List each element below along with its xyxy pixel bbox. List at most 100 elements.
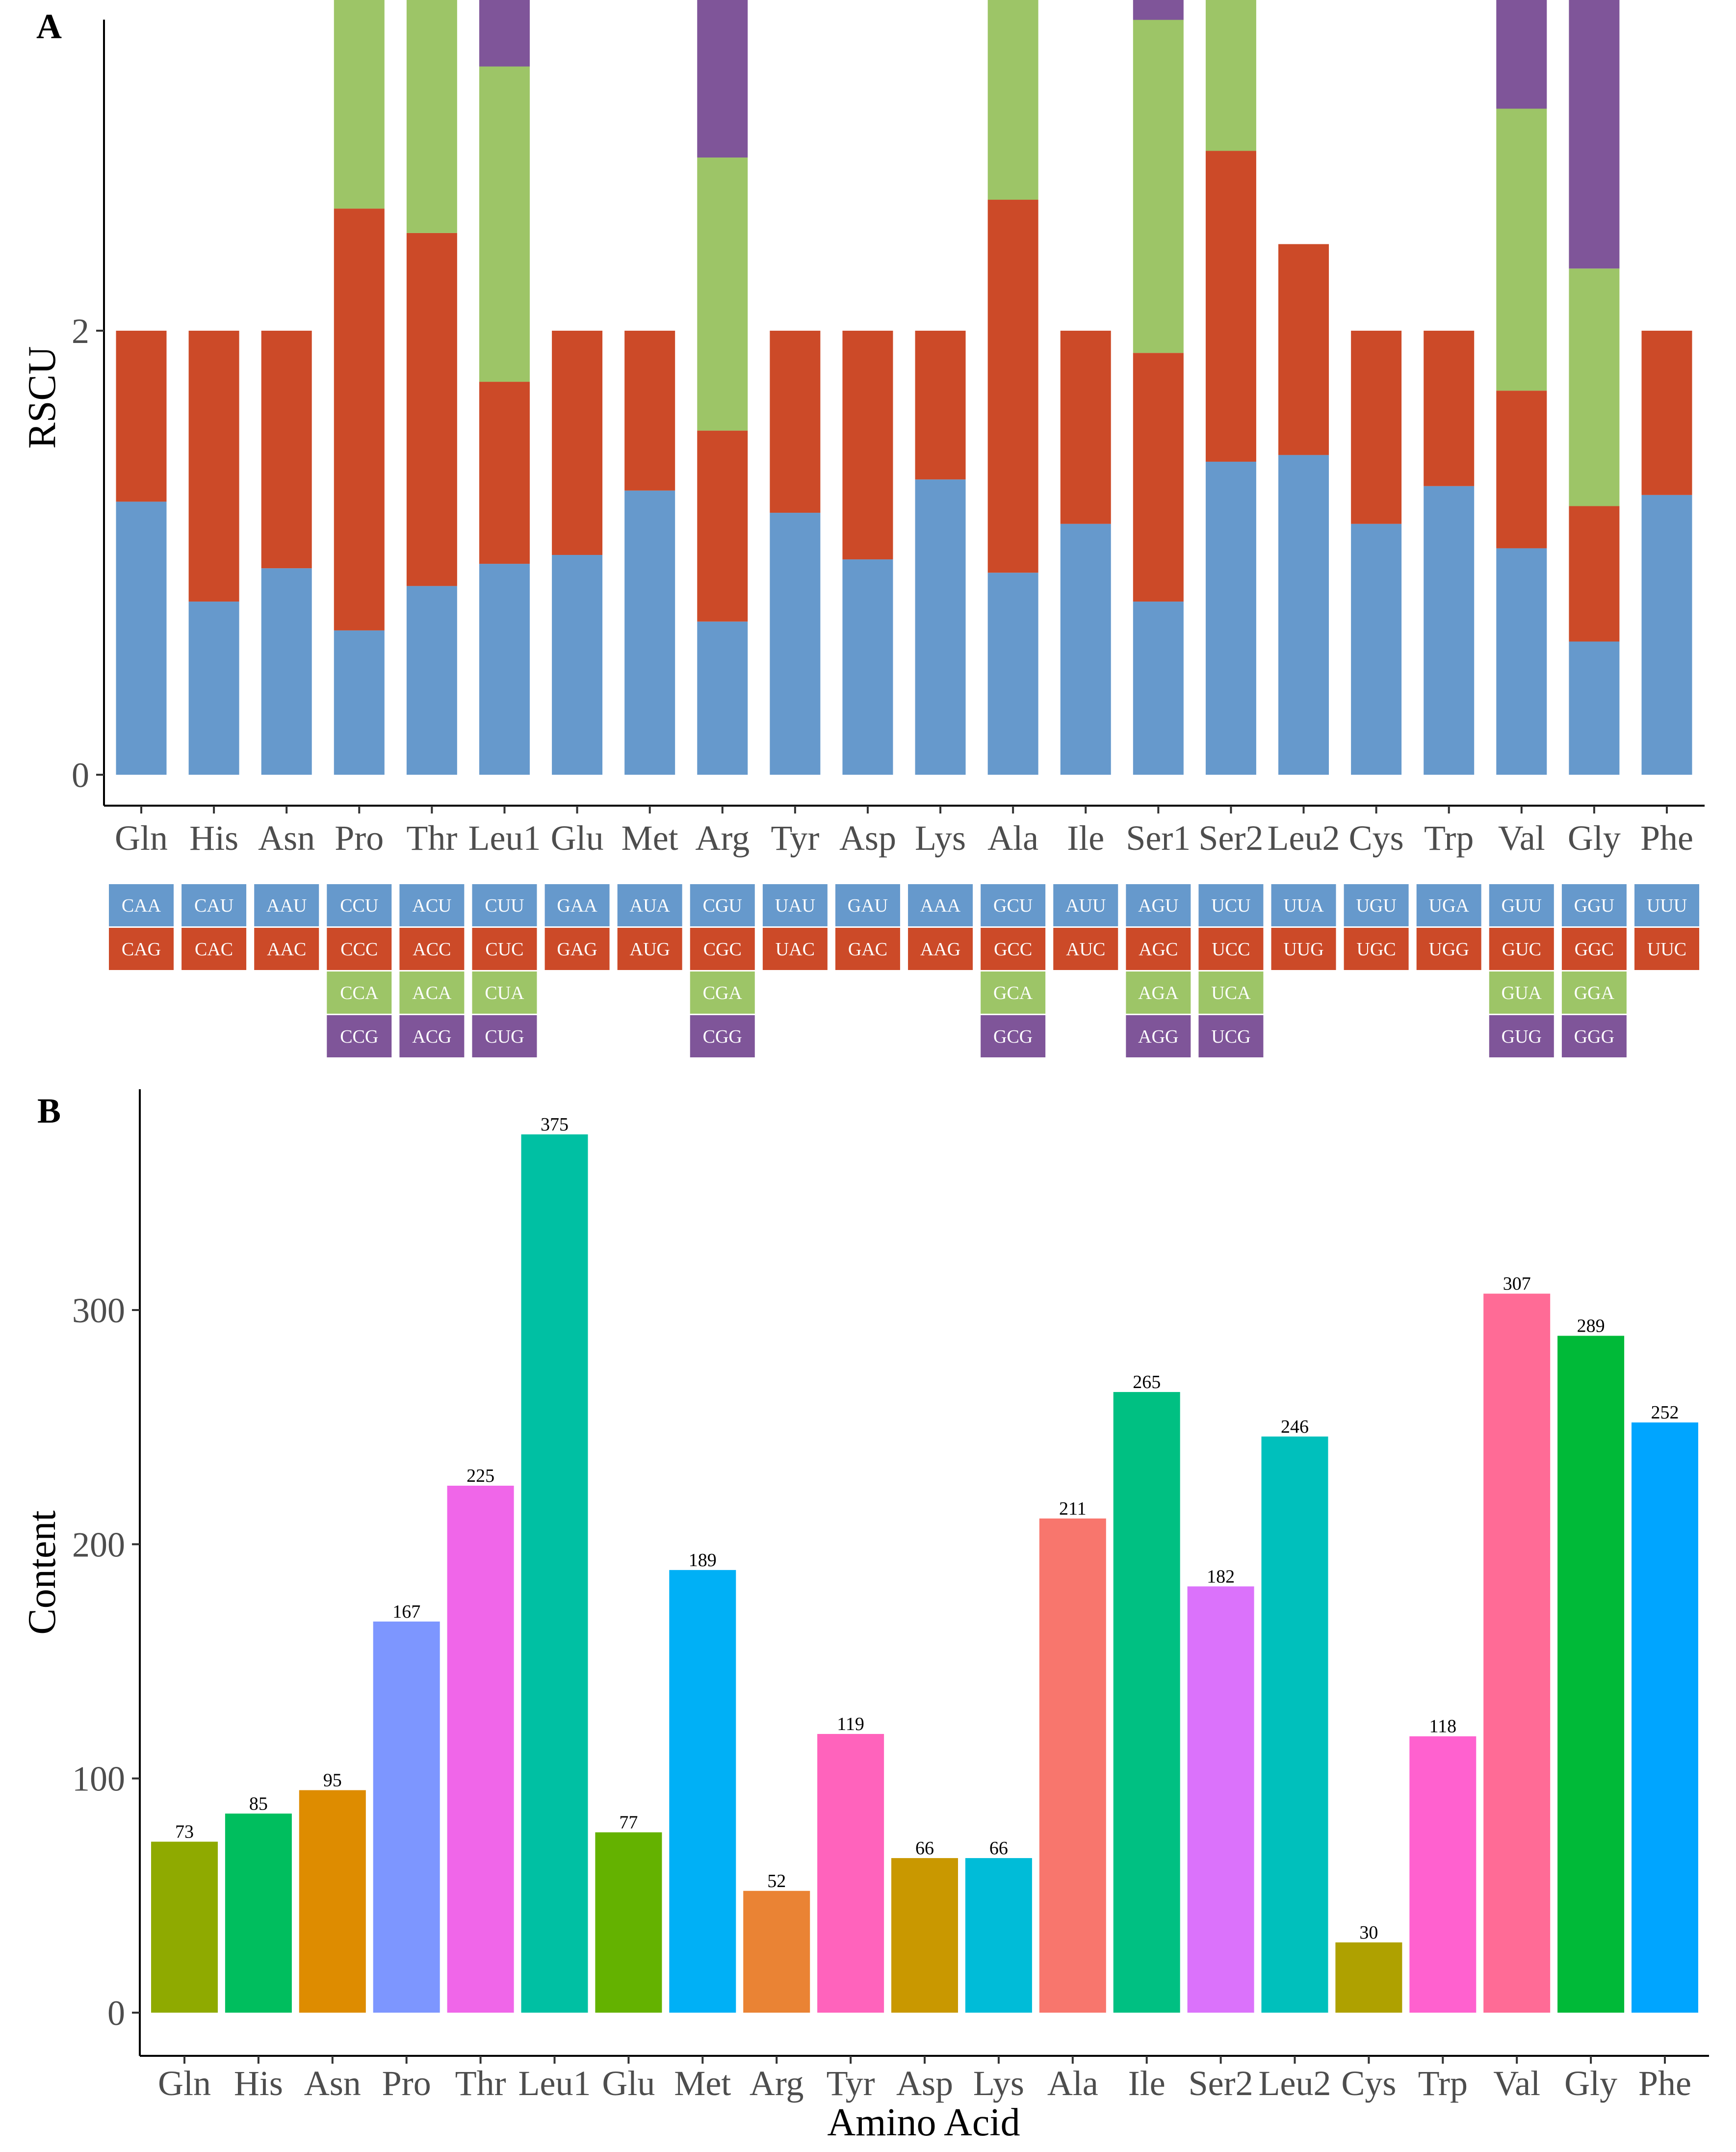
codon-label: CCU	[340, 895, 378, 916]
data-label: 246	[1281, 1417, 1309, 1437]
codon-label: UCC	[1212, 939, 1250, 960]
codon-cell	[327, 971, 392, 1014]
x-tick-label: Val	[1498, 818, 1545, 858]
codon-cell	[327, 1015, 392, 1057]
codon-label: CGG	[703, 1026, 742, 1047]
rscu-bar-segment	[479, 564, 530, 775]
codon-label: GUA	[1502, 983, 1542, 1003]
codon-cell	[254, 884, 319, 926]
x-tick-label: Arg	[750, 2064, 804, 2103]
codon-label: UGU	[1356, 895, 1396, 916]
codon-cell	[109, 884, 174, 926]
codon-cell	[1053, 928, 1118, 970]
x-tick-label: Leu2	[1268, 818, 1340, 858]
data-label: 211	[1059, 1498, 1087, 1519]
x-tick-label: Thr	[455, 2064, 506, 2103]
rscu-bar-segment	[1133, 0, 1184, 20]
data-label: 307	[1503, 1274, 1531, 1294]
codon-label: GAA	[557, 895, 597, 916]
data-label: 225	[466, 1466, 494, 1486]
codon-cell	[399, 928, 465, 970]
rscu-bar-segment	[697, 157, 748, 431]
x-tick-label: Pro	[382, 2064, 431, 2103]
content-bar	[1113, 1392, 1180, 2013]
x-tick-label: Ala	[987, 818, 1038, 858]
rscu-bar-segment	[697, 0, 748, 158]
x-tick-label: Met	[674, 2064, 731, 2103]
rscu-bar-segment	[915, 479, 966, 775]
codon-cell	[981, 971, 1046, 1014]
codon-cell	[1126, 884, 1191, 926]
data-label: 66	[915, 1838, 934, 1859]
x-tick-label: Ile	[1128, 2064, 1166, 2103]
codon-cell	[1126, 1015, 1191, 1057]
rscu-bar-segment	[1496, 0, 1547, 109]
codon-label: GAC	[848, 939, 887, 960]
rscu-bar-segment	[261, 331, 312, 569]
codon-label: UCA	[1211, 983, 1251, 1003]
codon-cell	[109, 928, 174, 970]
codon-cell	[981, 1015, 1046, 1057]
codon-label: GCG	[993, 1026, 1033, 1047]
codon-cell	[1489, 928, 1554, 970]
codon-label: AUU	[1065, 895, 1106, 916]
x-tick-label: Leu1	[468, 818, 541, 858]
data-label: 189	[689, 1550, 717, 1571]
y-tick-label: 200	[72, 1525, 125, 1564]
codon-label: AUG	[630, 939, 670, 960]
rscu-bar-segment	[770, 513, 821, 775]
codon-label: AAC	[267, 939, 306, 960]
codon-cell	[1634, 928, 1699, 970]
codon-label: CCC	[340, 939, 378, 960]
rscu-bar-segment	[406, 586, 457, 775]
codon-cell	[690, 884, 755, 926]
codon-label: CAC	[195, 939, 233, 960]
codon-cell	[835, 884, 900, 926]
data-label: 265	[1133, 1372, 1161, 1392]
codon-cell	[690, 1015, 755, 1057]
codon-cell	[327, 928, 392, 970]
rscu-bar-segment	[1351, 331, 1402, 524]
codon-cell	[472, 884, 537, 926]
codon-label: GGA	[1574, 983, 1615, 1003]
y-tick-label: 0	[107, 1994, 125, 2033]
codon-cell	[908, 928, 973, 970]
rscu-bar-segment	[842, 331, 893, 560]
codon-legend-table: CAA CAG CAU CAC AAU AAC CCU CCC CCA CCG ACU ACC ACA A…	[109, 884, 1699, 1057]
rscu-bar-segment	[334, 0, 385, 209]
codon-label: UGC	[1357, 939, 1396, 960]
codon-label: CCA	[340, 983, 379, 1003]
rscu-bar-segment	[1060, 524, 1111, 775]
x-tick-label: Arg	[695, 818, 750, 858]
codon-cell	[981, 928, 1046, 970]
codon-cell	[617, 928, 682, 970]
rscu-bar-segment	[1641, 495, 1692, 775]
rscu-bar-segment	[1424, 331, 1475, 486]
rscu-bar-segment	[987, 573, 1038, 775]
content-bar	[965, 1858, 1032, 2013]
x-axis-title: Amino Acid	[827, 2101, 1020, 2144]
codon-label: CAA	[122, 895, 161, 916]
codon-cell	[690, 971, 755, 1014]
codon-label: GUU	[1502, 895, 1542, 916]
codon-label: AGC	[1139, 939, 1178, 960]
rscu-bar-segment	[624, 331, 675, 491]
content-bar	[225, 1813, 292, 2013]
rscu-bar-segment	[116, 501, 167, 775]
codon-label: GAG	[557, 939, 597, 960]
x-tick-label: Gln	[115, 818, 168, 858]
content-bar	[1632, 1422, 1698, 2013]
rscu-bar-segment	[1060, 331, 1111, 524]
y-tick-label: 2	[72, 312, 89, 351]
codon-label: ACU	[412, 895, 451, 916]
x-tick-label: Cys	[1341, 2064, 1396, 2103]
codon-cell	[1634, 884, 1699, 926]
rscu-bar-segment	[842, 559, 893, 775]
codon-cell	[981, 884, 1046, 926]
codon-label: GGC	[1575, 939, 1614, 960]
codon-cell	[1198, 1015, 1264, 1057]
codon-label: GCU	[993, 895, 1033, 916]
content-bar	[299, 1790, 366, 2013]
codon-cell	[327, 884, 392, 926]
x-tick-label: Val	[1493, 2064, 1540, 2103]
